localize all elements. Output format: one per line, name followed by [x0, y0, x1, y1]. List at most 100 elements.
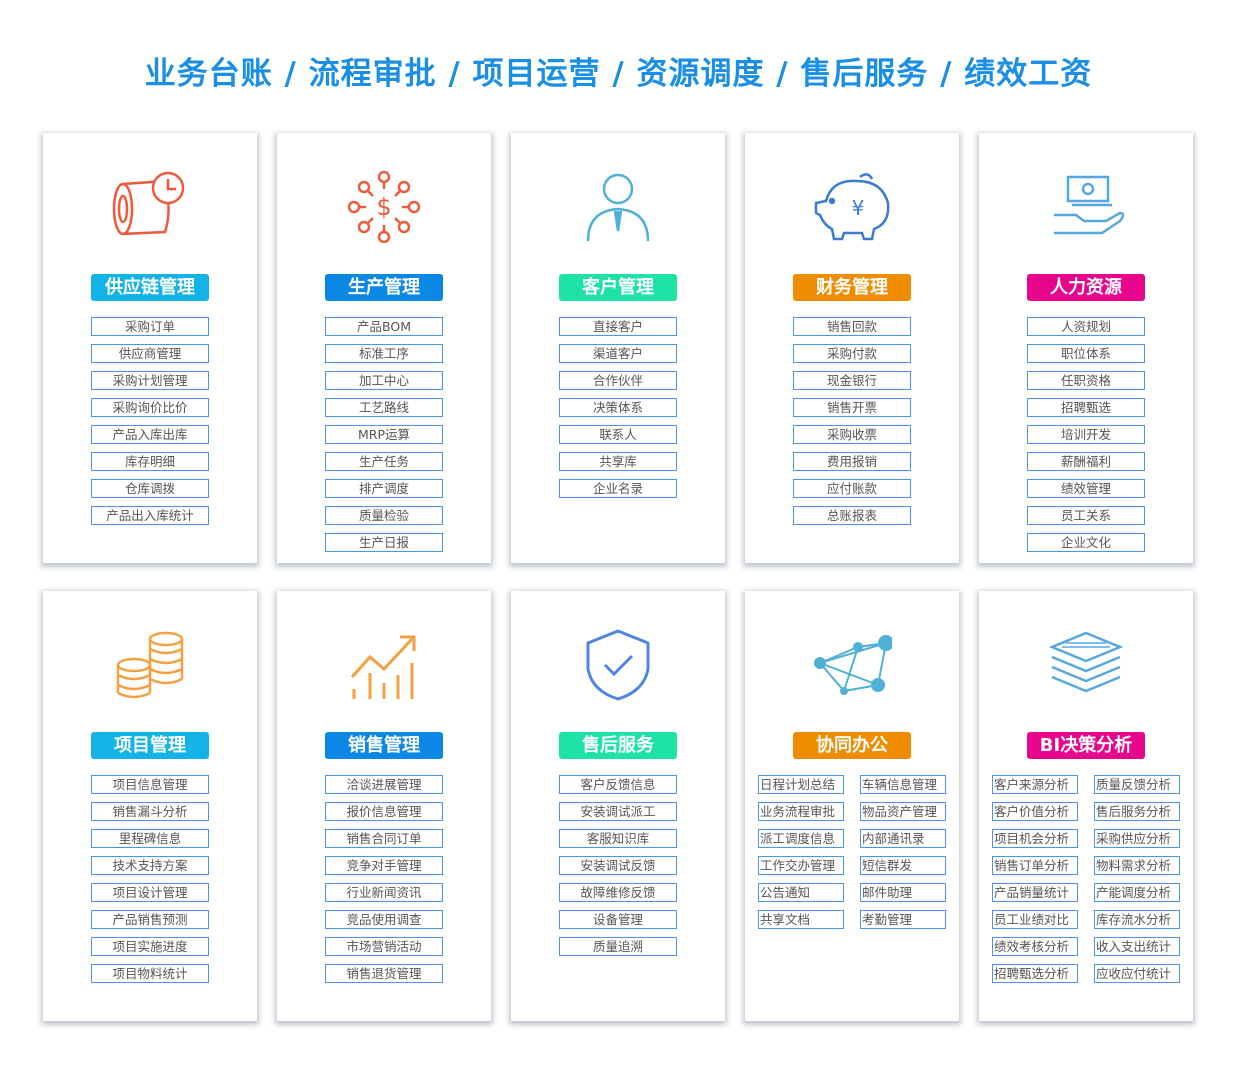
module-item[interactable]: 产品BOM [325, 317, 443, 336]
module-item[interactable]: 招聘甄选 [1027, 398, 1145, 417]
module-item[interactable]: 共享库 [559, 452, 677, 471]
module-item[interactable]: 考勤管理 [860, 910, 946, 929]
module-item[interactable]: 短信群发 [860, 856, 946, 875]
module-item[interactable]: 员工业绩对比 [992, 910, 1078, 929]
module-item[interactable]: 竞争对手管理 [325, 856, 443, 875]
module-item[interactable]: 绩效考核分析 [992, 937, 1078, 956]
module-item[interactable]: 应付账款 [793, 479, 911, 498]
module-item[interactable]: 渠道客户 [559, 344, 677, 363]
module-item[interactable]: 项目设计管理 [91, 883, 209, 902]
module-item[interactable]: 销售合同订单 [325, 829, 443, 848]
module-title[interactable]: 财务管理 [793, 274, 911, 301]
module-item[interactable]: 任职资格 [1027, 371, 1145, 390]
module-item[interactable]: 车辆信息管理 [860, 775, 946, 794]
module-item[interactable]: 企业文化 [1027, 533, 1145, 552]
module-item[interactable]: 员工关系 [1027, 506, 1145, 525]
module-item[interactable]: 产品销量统计 [992, 883, 1078, 902]
module-item[interactable]: 采购询价比价 [91, 398, 209, 417]
module-item[interactable]: 排产调度 [325, 479, 443, 498]
module-item[interactable]: 工艺路线 [325, 398, 443, 417]
module-item[interactable]: 物品资产管理 [860, 802, 946, 821]
module-item[interactable]: 生产日报 [325, 533, 443, 552]
module-item[interactable]: 售后服务分析 [1094, 802, 1180, 821]
module-item[interactable]: 生产任务 [325, 452, 443, 471]
module-item[interactable]: 物料需求分析 [1094, 856, 1180, 875]
module-item[interactable]: 绩效管理 [1027, 479, 1145, 498]
module-item[interactable]: 项目机会分析 [992, 829, 1078, 848]
module-item[interactable]: 竞品使用调查 [325, 910, 443, 929]
module-item[interactable]: 现金银行 [793, 371, 911, 390]
module-item[interactable]: 工作交办管理 [758, 856, 844, 875]
module-item[interactable]: 决策体系 [559, 398, 677, 417]
module-item[interactable]: 标准工序 [325, 344, 443, 363]
module-item[interactable]: 职位体系 [1027, 344, 1145, 363]
module-item[interactable]: 安装调试派工 [559, 802, 677, 821]
module-item[interactable]: 采购计划管理 [91, 371, 209, 390]
module-item[interactable]: 项目物料统计 [91, 964, 209, 983]
module-title[interactable]: 协同办公 [793, 732, 911, 759]
module-item[interactable]: MRP运算 [325, 425, 443, 444]
module-item[interactable]: 共享文档 [758, 910, 844, 929]
module-item[interactable]: 里程碑信息 [91, 829, 209, 848]
module-item[interactable]: 质量追溯 [559, 937, 677, 956]
module-item[interactable]: 库存明细 [91, 452, 209, 471]
module-title[interactable]: 生产管理 [325, 274, 443, 301]
module-item[interactable]: 培训开发 [1027, 425, 1145, 444]
module-item[interactable]: 报价信息管理 [325, 802, 443, 821]
module-item[interactable]: 联系人 [559, 425, 677, 444]
module-item[interactable]: 库存流水分析 [1094, 910, 1180, 929]
module-item[interactable]: 采购收票 [793, 425, 911, 444]
module-item[interactable]: 采购付款 [793, 344, 911, 363]
module-item[interactable]: 技术支持方案 [91, 856, 209, 875]
module-item[interactable]: 企业名录 [559, 479, 677, 498]
module-item[interactable]: 费用报销 [793, 452, 911, 471]
module-item[interactable]: 销售回款 [793, 317, 911, 336]
module-item[interactable]: 项目实施进度 [91, 937, 209, 956]
module-title[interactable]: 售后服务 [559, 732, 677, 759]
module-item[interactable]: 加工中心 [325, 371, 443, 390]
module-item[interactable]: 洽谈进展管理 [325, 775, 443, 794]
module-item[interactable]: 行业新闻资讯 [325, 883, 443, 902]
module-item[interactable]: 招聘甄选分析 [992, 964, 1078, 983]
module-item[interactable]: 故障维修反馈 [559, 883, 677, 902]
module-item[interactable]: 市场营销活动 [325, 937, 443, 956]
module-item[interactable]: 邮件助理 [860, 883, 946, 902]
module-item[interactable]: 设备管理 [559, 910, 677, 929]
module-item[interactable]: 业务流程审批 [758, 802, 844, 821]
module-item[interactable]: 采购订单 [91, 317, 209, 336]
module-item[interactable]: 供应商管理 [91, 344, 209, 363]
module-item[interactable]: 客服知识库 [559, 829, 677, 848]
module-title[interactable]: 人力资源 [1027, 274, 1145, 301]
module-item[interactable]: 销售漏斗分析 [91, 802, 209, 821]
module-item[interactable]: 销售订单分析 [992, 856, 1078, 875]
module-item[interactable]: 客户反馈信息 [559, 775, 677, 794]
module-title[interactable]: BI决策分析 [1027, 732, 1145, 759]
module-title[interactable]: 客户管理 [559, 274, 677, 301]
module-title[interactable]: 供应链管理 [91, 274, 209, 301]
module-item[interactable]: 总账报表 [793, 506, 911, 525]
module-item[interactable]: 直接客户 [559, 317, 677, 336]
module-item[interactable]: 薪酬福利 [1027, 452, 1145, 471]
module-title[interactable]: 销售管理 [325, 732, 443, 759]
module-item[interactable]: 仓库调拨 [91, 479, 209, 498]
module-item[interactable]: 采购供应分析 [1094, 829, 1180, 848]
module-item[interactable]: 销售退货管理 [325, 964, 443, 983]
module-item[interactable]: 产能调度分析 [1094, 883, 1180, 902]
module-item[interactable]: 公告通知 [758, 883, 844, 902]
module-item[interactable]: 安装调试反馈 [559, 856, 677, 875]
module-item[interactable]: 日程计划总结 [758, 775, 844, 794]
module-item[interactable]: 产品销售预测 [91, 910, 209, 929]
module-title[interactable]: 项目管理 [91, 732, 209, 759]
module-item[interactable]: 销售开票 [793, 398, 911, 417]
module-item[interactable]: 收入支出统计 [1094, 937, 1180, 956]
module-item[interactable]: 客户来源分析 [992, 775, 1078, 794]
module-item[interactable]: 产品出入库统计 [91, 506, 209, 525]
module-item[interactable]: 产品入库出库 [91, 425, 209, 444]
module-item[interactable]: 派工调度信息 [758, 829, 844, 848]
module-item[interactable]: 质量反馈分析 [1094, 775, 1180, 794]
module-item[interactable]: 客户价值分析 [992, 802, 1078, 821]
module-item[interactable]: 项目信息管理 [91, 775, 209, 794]
module-item[interactable]: 应收应付统计 [1094, 964, 1180, 983]
module-item[interactable]: 内部通讯录 [860, 829, 946, 848]
module-item[interactable]: 质量检验 [325, 506, 443, 525]
